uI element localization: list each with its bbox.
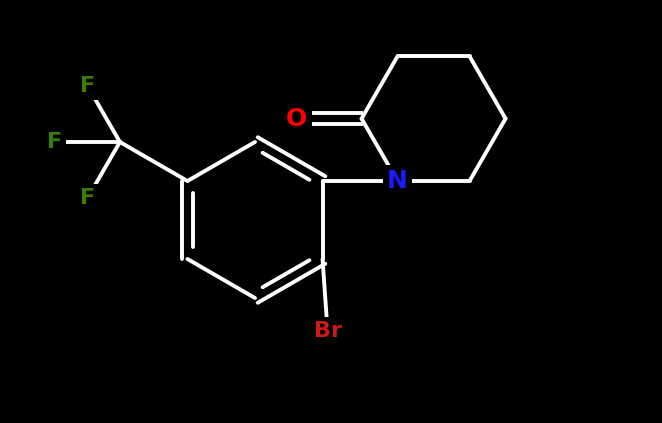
Text: F: F [48,132,62,152]
Text: F: F [80,76,95,96]
Text: O: O [286,107,307,131]
Text: Br: Br [314,321,342,341]
Text: N: N [387,169,408,193]
Text: F: F [80,188,95,208]
